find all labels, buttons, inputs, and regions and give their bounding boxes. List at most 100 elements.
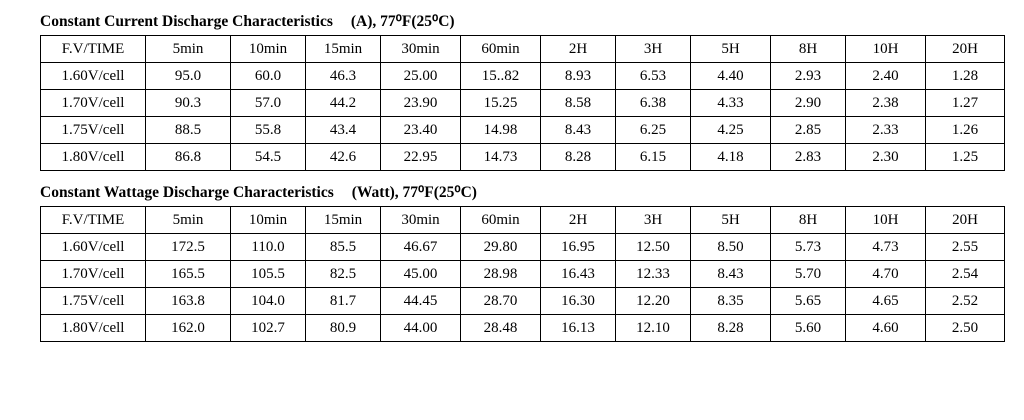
table-cell: 6.25 (615, 116, 691, 144)
table-cell: 29.80 (460, 233, 541, 261)
table-cell: 105.5 (230, 260, 306, 288)
table-cell: 60.0 (230, 62, 306, 90)
table-cell: 8.43 (540, 116, 616, 144)
table-row: 1.60V/cell 95.0 60.0 46.3 25.00 15..82 8.93 6.5… (40, 62, 1005, 90)
table-row: 1.75V/cell 88.5 55.8 43.4 23.40 14.98 8.43 6.25… (40, 116, 1005, 144)
header-cell: 3H (615, 35, 691, 63)
section-title: Constant Current Discharge Characteristi… (40, 8, 1004, 35)
table-cell: 6.15 (615, 143, 691, 171)
table-cell: 102.7 (230, 314, 306, 342)
table-cell: 43.4 (305, 116, 381, 144)
row-label: 1.75V/cell (40, 116, 146, 144)
table-cell: 2.40 (845, 62, 926, 90)
table-cell: 44.2 (305, 89, 381, 117)
table-cell: 8.35 (690, 287, 771, 315)
table-cell: 4.73 (845, 233, 926, 261)
header-cell: 5H (690, 206, 771, 234)
table-cell: 12.50 (615, 233, 691, 261)
header-cell: 60min (460, 35, 541, 63)
table-cell: 8.50 (690, 233, 771, 261)
table-cell: 15..82 (460, 62, 541, 90)
header-cell: 8H (770, 206, 846, 234)
header-cell: 3H (615, 206, 691, 234)
section: Constant Current Discharge Characteristi… (40, 8, 1005, 171)
table-cell: 8.43 (690, 260, 771, 288)
table-cell: 110.0 (230, 233, 306, 261)
table-cell: 57.0 (230, 89, 306, 117)
title-unit: (Watt), 77⁰F(25⁰C) (351, 184, 477, 201)
table-cell: 1.27 (925, 89, 1005, 117)
table-cell: 23.40 (380, 116, 461, 144)
table-row: 1.70V/cell 90.3 57.0 44.2 23.90 15.25 8.58 6.38… (40, 89, 1005, 117)
table-cell: 4.60 (845, 314, 926, 342)
table-row: 1.80V/cell 162.0 102.7 80.9 44.00 28.48 16.13 1… (40, 314, 1005, 342)
data-table: F.V/TIME 5min 10min 15min 30min 60min 2H 3H 5H 8H… (40, 35, 1005, 171)
title-text: Constant Wattage Discharge Characteristi… (40, 184, 334, 201)
header-cell: 15min (305, 206, 381, 234)
table-cell: 12.20 (615, 287, 691, 315)
table-cell: 12.10 (615, 314, 691, 342)
table-cell: 2.55 (925, 233, 1005, 261)
header-cell: 30min (380, 206, 461, 234)
header-cell: F.V/TIME (40, 35, 146, 63)
header-cell: 10H (845, 35, 926, 63)
row-label: 1.60V/cell (40, 233, 146, 261)
header-cell: 2H (540, 35, 616, 63)
table-cell: 81.7 (305, 287, 381, 315)
section: Constant Wattage Discharge Characteristi… (40, 179, 1005, 342)
header-cell: 5min (145, 35, 231, 63)
table-row: 1.75V/cell 163.8 104.0 81.7 44.45 28.70 16.30 1… (40, 287, 1005, 315)
table-cell: 44.00 (380, 314, 461, 342)
table-cell: 165.5 (145, 260, 231, 288)
table-row: 1.80V/cell 86.8 54.5 42.6 22.95 14.73 8.28 6.15… (40, 143, 1005, 171)
table-cell: 5.70 (770, 260, 846, 288)
table-cell: 2.52 (925, 287, 1005, 315)
table-cell: 86.8 (145, 143, 231, 171)
table-cell: 8.58 (540, 89, 616, 117)
table-cell: 46.67 (380, 233, 461, 261)
title-text: Constant Current Discharge Characteristi… (40, 13, 333, 30)
table-cell: 6.38 (615, 89, 691, 117)
table-cell: 90.3 (145, 89, 231, 117)
table-cell: 44.45 (380, 287, 461, 315)
table-cell: 2.33 (845, 116, 926, 144)
table-cell: 2.50 (925, 314, 1005, 342)
table-cell: 4.40 (690, 62, 771, 90)
table-cell: 2.30 (845, 143, 926, 171)
table-cell: 8.93 (540, 62, 616, 90)
table-cell: 14.73 (460, 143, 541, 171)
header-cell: 10min (230, 206, 306, 234)
table-cell: 2.54 (925, 260, 1005, 288)
table-cell: 14.98 (460, 116, 541, 144)
table-cell: 45.00 (380, 260, 461, 288)
header-row: F.V/TIME 5min 10min 15min 30min 60min 2H 3H 5H 8H… (40, 206, 1005, 234)
table-cell: 8.28 (690, 314, 771, 342)
table-cell: 42.6 (305, 143, 381, 171)
row-label: 1.70V/cell (40, 89, 146, 117)
table-cell: 55.8 (230, 116, 306, 144)
table-cell: 2.83 (770, 143, 846, 171)
table-cell: 172.5 (145, 233, 231, 261)
table-cell: 6.53 (615, 62, 691, 90)
table-cell: 28.48 (460, 314, 541, 342)
table-cell: 54.5 (230, 143, 306, 171)
table-row: 1.60V/cell 172.5 110.0 85.5 46.67 29.80 16.95 1… (40, 233, 1005, 261)
header-cell: 60min (460, 206, 541, 234)
table-cell: 1.26 (925, 116, 1005, 144)
table-cell: 16.13 (540, 314, 616, 342)
table-cell: 95.0 (145, 62, 231, 90)
table-cell: 4.18 (690, 143, 771, 171)
table-cell: 23.90 (380, 89, 461, 117)
table-cell: 16.30 (540, 287, 616, 315)
header-cell: 5min (145, 206, 231, 234)
header-cell: 30min (380, 35, 461, 63)
table-cell: 2.85 (770, 116, 846, 144)
title-unit: (A), 77⁰F(25⁰C) (350, 13, 455, 30)
table-cell: 85.5 (305, 233, 381, 261)
table-cell: 12.33 (615, 260, 691, 288)
table-cell: 80.9 (305, 314, 381, 342)
table-cell: 2.90 (770, 89, 846, 117)
table-cell: 88.5 (145, 116, 231, 144)
row-label: 1.80V/cell (40, 143, 146, 171)
table-cell: 5.73 (770, 233, 846, 261)
